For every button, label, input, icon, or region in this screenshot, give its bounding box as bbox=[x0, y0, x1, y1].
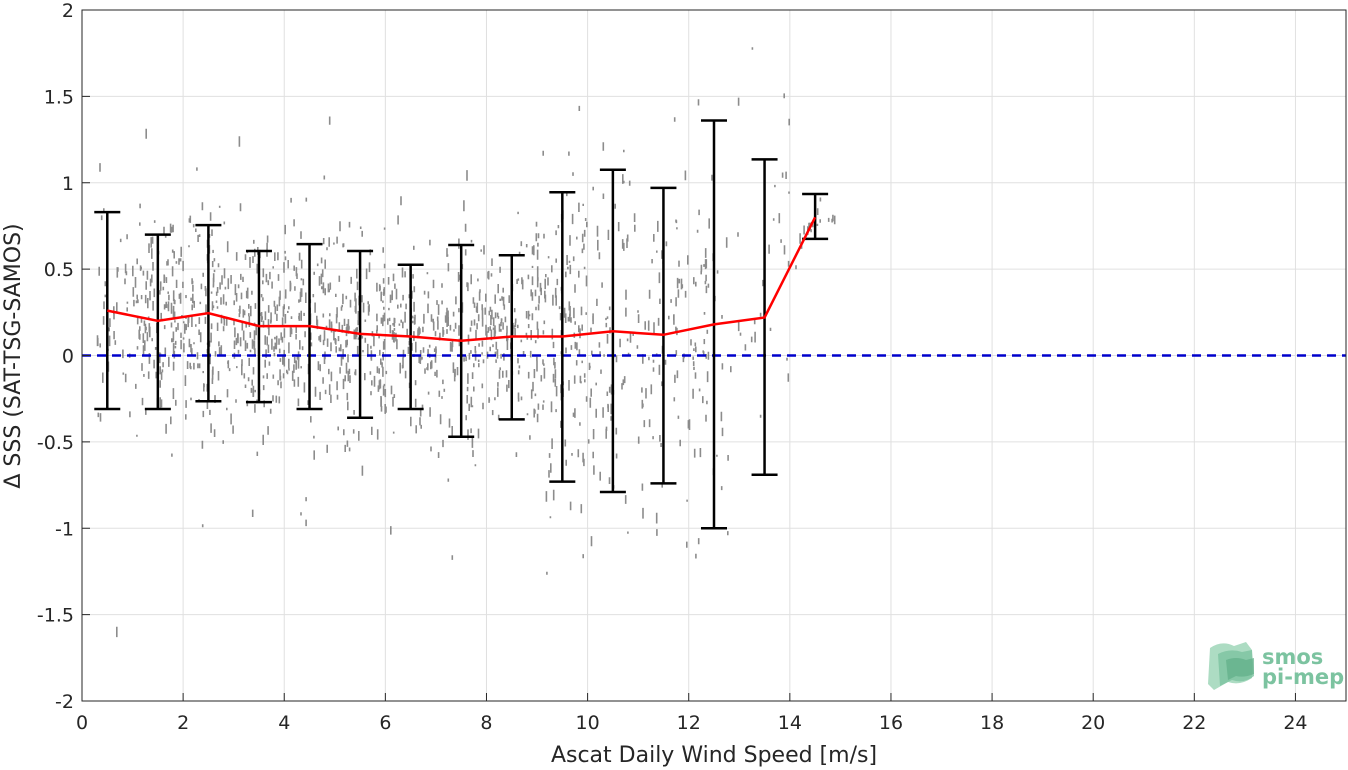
logo-emblem-icon bbox=[1208, 642, 1254, 690]
x-tick-label: 2 bbox=[177, 712, 189, 734]
x-tick-label: 16 bbox=[879, 712, 903, 734]
axis-ticks bbox=[81, 9, 1296, 702]
x-tick-label: 14 bbox=[778, 712, 802, 734]
x-tick-label: 10 bbox=[576, 712, 600, 734]
y-tick-label: -2 bbox=[55, 691, 74, 713]
x-axis-label: Ascat Daily Wind Speed [m/s] bbox=[551, 743, 877, 768]
x-tick-label: 20 bbox=[1081, 712, 1105, 734]
binned-mean-line bbox=[107, 216, 817, 343]
x-tick-label: 22 bbox=[1182, 712, 1206, 734]
x-tick-label: 8 bbox=[480, 712, 492, 734]
error-bar bbox=[94, 210, 121, 411]
x-tick-label: 0 bbox=[76, 712, 88, 734]
smos-pimep-logo: smos pi-mep bbox=[1208, 642, 1344, 690]
x-tick-label: 4 bbox=[278, 712, 290, 734]
y-tick-label: -1 bbox=[55, 518, 74, 540]
x-tick-labels: 0 2 4 6 8 10 12 14 16 18 20 22 24 bbox=[76, 712, 1308, 734]
y-tick-label: 0 bbox=[62, 346, 74, 368]
y-tick-labels: -2 -1.5 -1 -0.5 0 0.5 1 1.5 2 bbox=[37, 0, 74, 713]
error-bar bbox=[802, 192, 829, 241]
y-tick-label: 2 bbox=[62, 0, 74, 22]
y-tick-label: 1 bbox=[62, 173, 74, 195]
y-tick-label: -1.5 bbox=[37, 605, 74, 627]
logo-text-smos: smos bbox=[1262, 645, 1323, 669]
y-axis-label: Δ SSS (SAT-TSG-SAMOS) bbox=[1, 223, 26, 488]
x-tick-label: 6 bbox=[379, 712, 391, 734]
y-tick-label: 0.5 bbox=[44, 259, 74, 281]
y-tick-label: 1.5 bbox=[44, 86, 74, 108]
y-tick-label: -0.5 bbox=[37, 432, 74, 454]
x-tick-label: 18 bbox=[980, 712, 1004, 734]
x-tick-label: 24 bbox=[1283, 712, 1307, 734]
x-tick-label: 12 bbox=[677, 712, 701, 734]
logo-text-pimep: pi-mep bbox=[1262, 665, 1344, 689]
